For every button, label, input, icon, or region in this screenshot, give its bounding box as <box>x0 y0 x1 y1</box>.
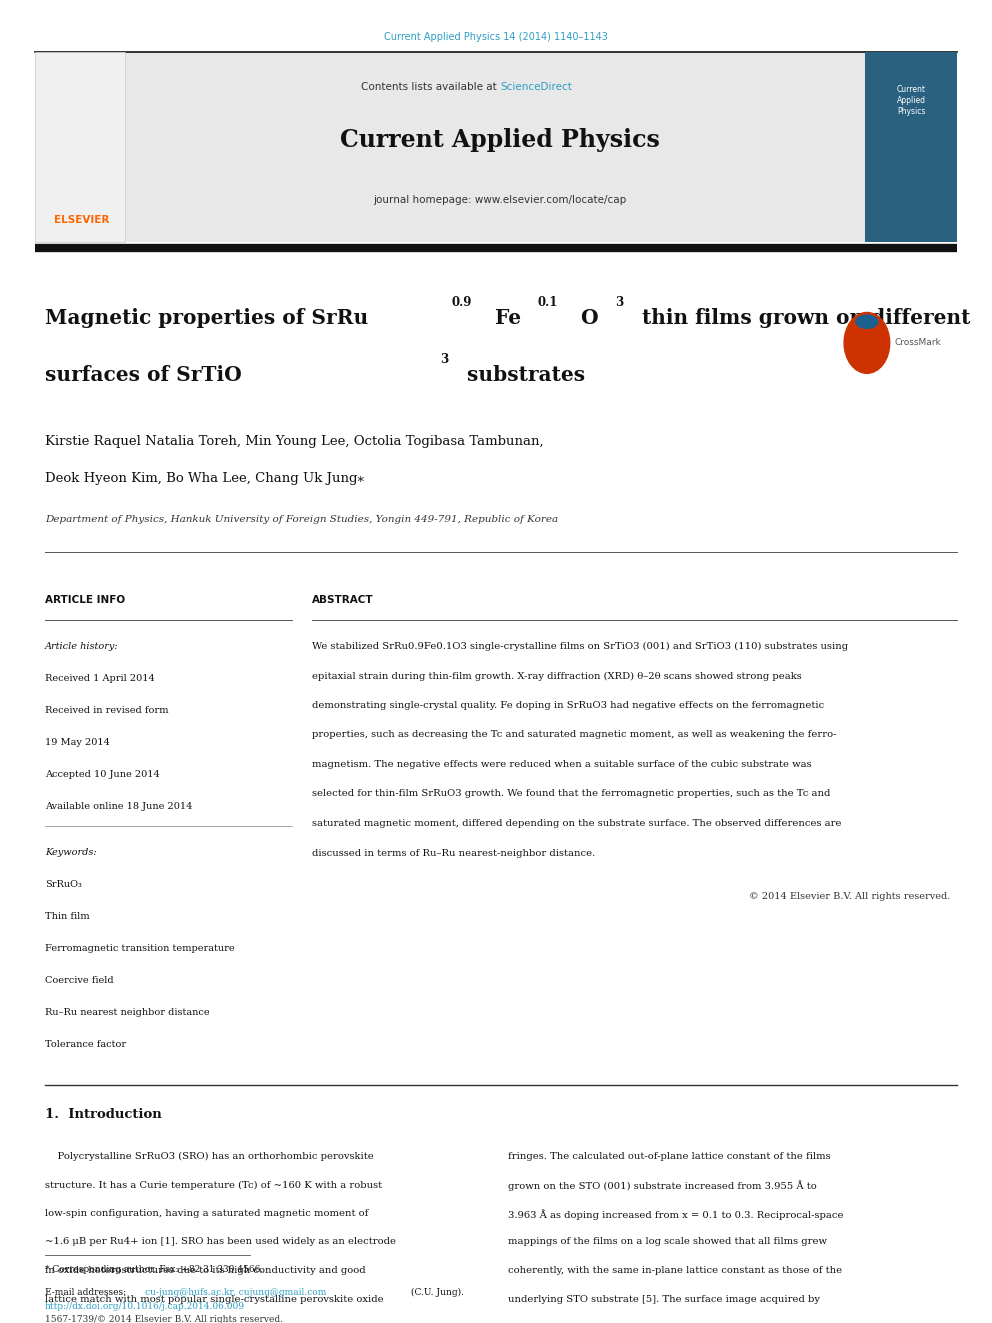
Text: Current Applied Physics 14 (2014) 1140–1143: Current Applied Physics 14 (2014) 1140–1… <box>384 32 608 42</box>
Text: Ferromagnetic transition temperature: Ferromagnetic transition temperature <box>45 945 235 953</box>
Text: Keywords:: Keywords: <box>45 848 96 857</box>
Text: ELSEVIER: ELSEVIER <box>55 216 110 225</box>
Text: 1567-1739/© 2014 Elsevier B.V. All rights reserved.: 1567-1739/© 2014 Elsevier B.V. All right… <box>45 1315 283 1323</box>
Text: Ru–Ru nearest neighbor distance: Ru–Ru nearest neighbor distance <box>45 1008 209 1017</box>
Text: http://dx.doi.org/10.1016/j.cap.2014.06.009: http://dx.doi.org/10.1016/j.cap.2014.06.… <box>45 1302 245 1311</box>
Text: E-mail addresses:: E-mail addresses: <box>45 1289 129 1297</box>
Text: saturated magnetic moment, differed depending on the substrate surface. The obse: saturated magnetic moment, differed depe… <box>312 819 841 828</box>
Text: 3.963 Å as doping increased from x = 0.1 to 0.3. Reciprocal-space: 3.963 Å as doping increased from x = 0.1… <box>508 1209 843 1220</box>
Text: 3: 3 <box>615 296 623 310</box>
Text: Kirstie Raquel Natalia Toreh, Min Young Lee, Octolia Togibasa Tambunan,: Kirstie Raquel Natalia Toreh, Min Young … <box>45 435 544 448</box>
Text: journal homepage: www.elsevier.com/locate/cap: journal homepage: www.elsevier.com/locat… <box>373 194 627 205</box>
Text: SrRuO₃: SrRuO₃ <box>45 880 82 889</box>
Text: Thin film: Thin film <box>45 912 89 921</box>
Text: ARTICLE INFO: ARTICLE INFO <box>45 595 125 605</box>
Text: 1.  Introduction: 1. Introduction <box>45 1107 162 1121</box>
Text: ScienceDirect: ScienceDirect <box>500 82 571 93</box>
Text: (C.U. Jung).: (C.U. Jung). <box>408 1289 464 1297</box>
Text: Coercive field: Coercive field <box>45 976 114 986</box>
Text: * Corresponding author. Fax: +82 31 330 4566.: * Corresponding author. Fax: +82 31 330 … <box>45 1265 263 1274</box>
Text: ~1.6 μB per Ru4+ ion [1]. SRO has been used widely as an electrode: ~1.6 μB per Ru4+ ion [1]. SRO has been u… <box>45 1237 396 1246</box>
Text: discussed in terms of Ru–Ru nearest-neighbor distance.: discussed in terms of Ru–Ru nearest-neig… <box>312 848 595 857</box>
Text: low-spin configuration, having a saturated magnetic moment of: low-spin configuration, having a saturat… <box>45 1209 368 1218</box>
Text: properties, such as decreasing the Tc and saturated magnetic moment, as well as : properties, such as decreasing the Tc an… <box>312 730 836 740</box>
FancyBboxPatch shape <box>865 52 957 242</box>
Text: epitaxial strain during thin-film growth. X-ray diffraction (XRD) θ–2θ scans sho: epitaxial strain during thin-film growth… <box>312 672 802 680</box>
Text: grown on the STO (001) substrate increased from 3.955 Å to: grown on the STO (001) substrate increas… <box>508 1180 816 1191</box>
Text: structure. It has a Curie temperature (Tc) of ~160 K with a robust: structure. It has a Curie temperature (T… <box>45 1180 382 1189</box>
Text: thin films grown on different: thin films grown on different <box>635 308 970 328</box>
Text: magnetism. The negative effects were reduced when a suitable surface of the cubi: magnetism. The negative effects were red… <box>312 759 811 769</box>
Text: Received 1 April 2014: Received 1 April 2014 <box>45 673 155 683</box>
Text: Tolerance factor: Tolerance factor <box>45 1040 126 1049</box>
FancyBboxPatch shape <box>35 52 957 242</box>
Text: Current
Applied
Physics: Current Applied Physics <box>897 85 926 116</box>
Text: Article history:: Article history: <box>45 642 119 651</box>
Text: fringes. The calculated out-of-plane lattice constant of the films: fringes. The calculated out-of-plane lat… <box>508 1152 830 1162</box>
Text: © 2014 Elsevier B.V. All rights reserved.: © 2014 Elsevier B.V. All rights reserved… <box>749 892 950 901</box>
Text: Received in revised form: Received in revised form <box>45 706 169 714</box>
Text: surfaces of SrTiO: surfaces of SrTiO <box>45 365 242 385</box>
Text: Department of Physics, Hankuk University of Foreign Studies, Yongin 449-791, Rep: Department of Physics, Hankuk University… <box>45 515 558 524</box>
Text: substrates: substrates <box>460 365 585 385</box>
Text: We stabilized SrRu0.9Fe0.1O3 single-crystalline films on SrTiO3 (001) and SrTiO3: We stabilized SrRu0.9Fe0.1O3 single-crys… <box>312 642 848 651</box>
Text: Current Applied Physics: Current Applied Physics <box>340 128 660 152</box>
Text: 0.1: 0.1 <box>538 296 558 310</box>
Text: ABSTRACT: ABSTRACT <box>312 595 374 605</box>
Ellipse shape <box>856 315 878 328</box>
Text: O: O <box>580 308 597 328</box>
Text: selected for thin-film SrRuO3 growth. We found that the ferromagnetic properties: selected for thin-film SrRuO3 growth. We… <box>312 790 830 799</box>
Text: Magnetic properties of SrRu: Magnetic properties of SrRu <box>45 308 368 328</box>
Text: Available online 18 June 2014: Available online 18 June 2014 <box>45 802 192 811</box>
Text: mappings of the films on a log scale showed that all films grew: mappings of the films on a log scale sho… <box>508 1237 827 1246</box>
Text: Polycrystalline SrRuO3 (SRO) has an orthorhombic perovskite: Polycrystalline SrRuO3 (SRO) has an orth… <box>45 1152 374 1162</box>
Text: 19 May 2014: 19 May 2014 <box>45 738 110 747</box>
Text: in oxide heterostructures due to its high conductivity and good: in oxide heterostructures due to its hig… <box>45 1266 366 1275</box>
Text: underlying STO substrate [5]. The surface image acquired by: underlying STO substrate [5]. The surfac… <box>508 1294 820 1303</box>
Circle shape <box>844 312 890 373</box>
Text: cu-jung@hufs.ac.kr, cujung@gmail.com: cu-jung@hufs.ac.kr, cujung@gmail.com <box>145 1289 326 1297</box>
Text: Accepted 10 June 2014: Accepted 10 June 2014 <box>45 770 160 779</box>
Text: coherently, with the same in-plane lattice constant as those of the: coherently, with the same in-plane latti… <box>508 1266 842 1275</box>
Text: CrossMark: CrossMark <box>895 339 941 348</box>
Text: Deok Hyeon Kim, Bo Wha Lee, Chang Uk Jung⁎: Deok Hyeon Kim, Bo Wha Lee, Chang Uk Jun… <box>45 472 364 486</box>
Text: 0.9: 0.9 <box>452 296 472 310</box>
Text: Fe: Fe <box>495 308 521 328</box>
Text: lattice match with most popular single-crystalline perovskite oxide: lattice match with most popular single-c… <box>45 1294 384 1303</box>
Text: 3: 3 <box>440 353 448 366</box>
FancyBboxPatch shape <box>35 52 125 242</box>
Text: Contents lists available at: Contents lists available at <box>361 82 500 93</box>
Text: demonstrating single-crystal quality. Fe doping in SrRuO3 had negative effects o: demonstrating single-crystal quality. Fe… <box>312 701 824 710</box>
